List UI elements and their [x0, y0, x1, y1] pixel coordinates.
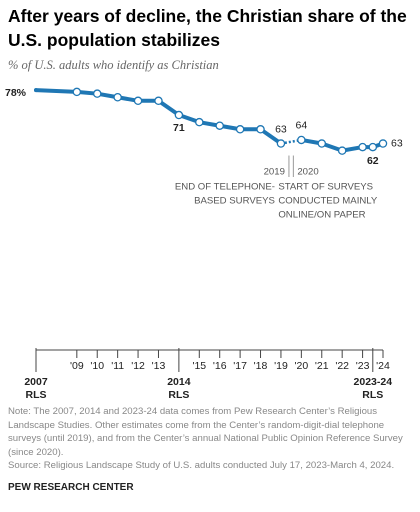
x-tick-label: '18 [254, 360, 268, 372]
x-tick-label: 2023-24 [354, 376, 393, 388]
x-tick-label: '24 [376, 360, 390, 372]
x-tick-label: '10 [90, 360, 104, 372]
x-tick-label: '16 [213, 360, 227, 372]
data-label: 63 [391, 137, 403, 149]
point [276, 139, 286, 148]
x-tick-label: '20 [295, 360, 309, 372]
annotation-year: 2019 [264, 167, 285, 178]
x-tick-label: '23 [356, 360, 370, 372]
annotation-text: ONLINE/ON PAPER [278, 210, 365, 221]
x-tick-label: '17 [233, 360, 247, 372]
point [113, 92, 122, 102]
point [174, 110, 184, 120]
chart-title: After years of decline, the Christian sh… [8, 6, 407, 50]
line-segment [34, 88, 79, 94]
source: Source: Religious Landscape Study of U.S… [8, 460, 395, 471]
data-label: 78% [5, 87, 27, 99]
x-tick-label: '22 [335, 360, 349, 372]
x-tick-label: '15 [192, 360, 206, 372]
note: Note: The 2007, 2014 and 2023-24 data co… [8, 406, 403, 458]
point [368, 142, 378, 152]
x-tick-label: '11 [111, 360, 124, 372]
x-tick-label: '13 [152, 360, 166, 372]
point [195, 117, 204, 127]
point [256, 125, 265, 134]
point [133, 96, 143, 106]
point [92, 89, 102, 98]
point [297, 135, 306, 145]
point [154, 96, 163, 106]
data-label: 64 [296, 120, 308, 132]
point [235, 125, 245, 134]
x-tick-label: '21 [315, 360, 329, 372]
data-label: 62 [367, 155, 379, 167]
data-label: 63 [275, 123, 287, 135]
annotation-text: START OF SURVEYS [278, 182, 373, 193]
x-tick-label: '19 [274, 360, 288, 372]
annotation-text: BASED SURVEYS [194, 196, 275, 207]
point [317, 139, 327, 148]
x-tick-sublabel: RLS [168, 389, 189, 400]
annotation-text: END OF TELEPHONE- [175, 182, 275, 193]
point [378, 139, 388, 148]
x-tick-sublabel: RLS [362, 389, 383, 400]
point [337, 146, 347, 155]
point [72, 87, 82, 97]
x-tick-label: '12 [131, 360, 145, 372]
x-tick-label: '09 [70, 360, 84, 372]
footer: PEW RESEARCH CENTER [8, 482, 134, 493]
chart: 2007RLS'09'10'11'12'132014RLS'15'16'17'1… [5, 87, 403, 400]
point [34, 88, 38, 93]
x-tick-label: 2007 [24, 376, 48, 388]
x-tick-sublabel: RLS [26, 389, 47, 400]
annotation-text: CONDUCTED MAINLY [278, 196, 378, 207]
annotation-year: 2020 [297, 167, 318, 178]
chart-subtitle: % of U.S. adults who identify as Christi… [8, 58, 219, 72]
point [215, 121, 224, 130]
x-tick-label: 2014 [167, 376, 191, 388]
point [358, 142, 367, 152]
data-label: 71 [173, 122, 185, 134]
